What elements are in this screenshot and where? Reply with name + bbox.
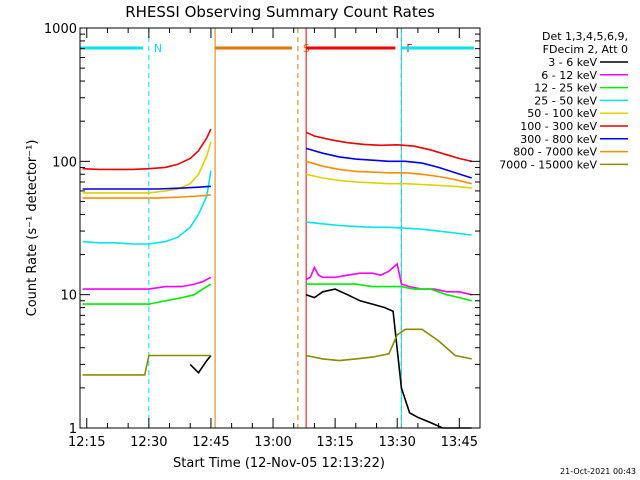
chart-title: RHESSI Observing Summary Count Rates xyxy=(125,3,435,21)
legend-label: 25 - 50 keV xyxy=(534,94,597,107)
series-line xyxy=(82,283,212,305)
generated-timestamp: 21-Oct-2021 00:43 xyxy=(560,467,636,476)
series-line xyxy=(305,173,472,189)
x-tick-label: 12:30 xyxy=(130,435,167,450)
series-line xyxy=(82,185,211,190)
x-tick-label: 13:45 xyxy=(441,435,478,450)
x-tick-label: 13:15 xyxy=(316,435,353,450)
x-axis-label: Start Time (12-Nov-05 12:13:22) xyxy=(173,456,385,471)
series-line xyxy=(306,283,472,302)
y-axis-label: Count Rate (s⁻¹ detector⁻¹) xyxy=(25,140,40,317)
legend-label: 50 - 100 keV xyxy=(527,107,597,120)
legend-label: 300 - 800 keV xyxy=(520,133,597,146)
series-line xyxy=(82,170,212,245)
series-layer xyxy=(82,128,472,429)
series-line xyxy=(305,262,472,296)
series-line xyxy=(305,160,472,185)
x-tick-label: 12:15 xyxy=(68,435,105,450)
x-tick-label: 12:45 xyxy=(192,435,229,450)
plot-frame xyxy=(79,27,481,429)
series-line xyxy=(189,354,212,374)
series-line xyxy=(82,354,211,376)
series-line xyxy=(305,131,472,163)
y-tick-label: 100 xyxy=(52,155,77,170)
x-tick-label: 13:00 xyxy=(254,435,291,450)
marker-label: N xyxy=(154,42,162,55)
series-line xyxy=(305,328,472,362)
legend-label: 100 - 300 keV xyxy=(520,120,597,133)
legend-label: 6 - 12 keV xyxy=(541,69,597,82)
legend-header-line-1: Det 1,3,4,5,6,9, xyxy=(542,30,628,43)
legend: Det 1,3,4,5,6,9, FDecim 2, Att 0 3 - 6 k… xyxy=(499,30,628,171)
axes: 1 10 100 1000 12:15 12:30 12:45 13:00 13:15 13:30… xyxy=(44,22,481,450)
legend-label: 12 - 25 keV xyxy=(534,82,597,95)
series-line xyxy=(82,128,212,171)
series-line xyxy=(305,147,472,179)
y-tick-label: 1000 xyxy=(44,22,77,37)
legend-header-line-2: FDecim 2, Att 0 xyxy=(543,43,628,56)
y-tick-label: 10 xyxy=(60,289,77,304)
legend-label: 7000 - 15000 keV xyxy=(499,158,597,171)
series-line xyxy=(82,276,212,290)
x-tick-label: 13:30 xyxy=(378,435,415,450)
series-line xyxy=(306,221,472,236)
legend-label: 3 - 6 keV xyxy=(548,56,597,69)
y-tick-label: 1 xyxy=(69,422,77,437)
series-line xyxy=(82,141,212,194)
legend-label: 800 - 7000 keV xyxy=(513,146,597,159)
series-line xyxy=(82,194,211,199)
